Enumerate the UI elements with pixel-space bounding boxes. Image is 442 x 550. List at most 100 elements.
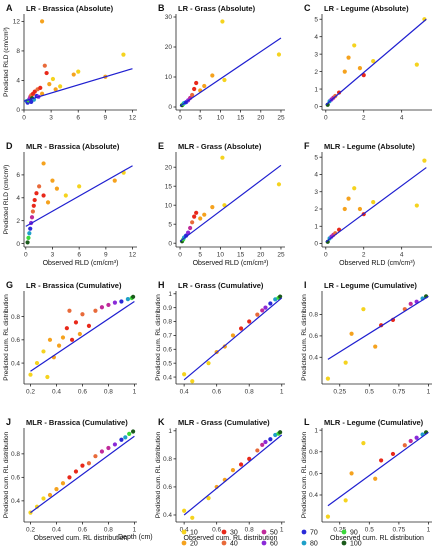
data-point [210, 205, 215, 210]
data-point [41, 193, 46, 198]
data-point [182, 372, 187, 377]
x-tick-label: 0.4 [52, 527, 61, 534]
data-point [38, 85, 43, 90]
panel-marks [325, 17, 427, 107]
data-point [99, 449, 105, 454]
x-tick-label: 0.6 [78, 389, 87, 396]
panel-marks [179, 155, 282, 244]
x-tick-label: 1 [427, 527, 431, 534]
fit-line [25, 165, 133, 227]
x-tick-label: 25 [277, 115, 285, 122]
panel-title: MLR - Brassica (Cumulative) [26, 418, 128, 427]
data-point [31, 203, 36, 208]
data-point [77, 184, 82, 189]
y-tick-label: 0.6 [11, 475, 20, 482]
data-point [263, 439, 268, 445]
y-tick-label: 0.6 [163, 346, 172, 353]
data-point [182, 508, 187, 513]
data-point [247, 319, 252, 324]
x-tick-label: 0 [324, 115, 328, 122]
y-tick-label: 0 [16, 107, 20, 114]
x-tick-label: 0.8 [104, 389, 113, 396]
panel-marks [182, 294, 283, 384]
panel-title: MLR - Brassica (Absolute) [26, 142, 120, 151]
x-tick-label: 1 [133, 389, 137, 396]
y-tick-label: 1 [314, 86, 318, 93]
data-point [80, 463, 85, 468]
data-point [390, 451, 396, 457]
fit-line [183, 434, 283, 516]
data-point [64, 326, 69, 331]
data-point [198, 216, 203, 221]
data-point [188, 225, 193, 231]
data-point [373, 344, 378, 349]
legend-label: 100 [350, 540, 362, 547]
data-point [343, 498, 348, 503]
data-point [263, 305, 268, 310]
y-tick-label: 0.4 [309, 354, 318, 361]
data-point [230, 467, 236, 473]
panel-j: J MLR - Brassica (Cumulative) 0.2 0.4 0.6 0.8… [3, 417, 137, 542]
data-point [190, 379, 195, 384]
data-point [58, 84, 63, 89]
data-point [53, 87, 58, 92]
data-point [414, 435, 419, 440]
y-tick-label: 0.7 [163, 333, 172, 340]
fit-line [179, 164, 282, 242]
y-tick-label: 0 [314, 104, 318, 111]
legend-label: 50 [270, 529, 278, 536]
data-point [77, 331, 82, 337]
panel-c: C LR - Legume (Absolute) 0 2 4 0 1 2 3 4 5 [304, 3, 432, 122]
data-point [47, 82, 52, 87]
y-tick-label: 0.5 [163, 360, 172, 367]
data-point [93, 454, 98, 459]
panel-letter: J [6, 417, 11, 427]
x-tick-label: 4 [400, 115, 404, 122]
data-point [220, 19, 225, 24]
y-tick-label: 1 [168, 428, 172, 435]
data-point [222, 203, 227, 208]
panel-letter: K [158, 417, 165, 427]
data-point [349, 471, 354, 476]
data-point [41, 349, 46, 354]
data-point [352, 43, 357, 48]
x-tick-label: 0 [24, 252, 28, 259]
data-point [238, 462, 244, 467]
data-point [71, 72, 76, 77]
data-point [73, 469, 79, 474]
panel-d: D MLR - Brassica (Absolute)0 3 6 9 120246Obse… [3, 141, 137, 267]
y-tick-label: 4 [314, 172, 318, 179]
panel-e: E MLR - Grass (Absolute) 0 5 10 15 20 25 0 5 10 15 2… [158, 141, 285, 267]
data-point [194, 80, 199, 86]
data-point [69, 337, 75, 342]
data-point [371, 199, 376, 205]
x-tick-label: 0 [22, 115, 26, 122]
data-point [86, 461, 92, 466]
data-point [86, 323, 92, 328]
data-point [45, 374, 50, 380]
x-tick-label: 9 [104, 252, 108, 259]
data-point [408, 438, 413, 444]
x-tick-label: 0.6 [212, 527, 221, 534]
y-tick-label: 0.4 [163, 512, 172, 519]
data-point [45, 200, 51, 205]
data-point [278, 294, 283, 299]
fit-line [327, 295, 429, 360]
data-point [255, 312, 260, 317]
panel-letter: B [158, 3, 165, 13]
x-tick-label: 5 [198, 115, 202, 122]
y-tick-label: 0 [314, 241, 318, 248]
x-tick-label: 0.5 [365, 527, 374, 534]
y-tick-label: 0.9 [163, 305, 172, 312]
x-axis-label: Observed cum. RL distribution [34, 535, 128, 542]
y-tick-label: 4 [16, 195, 20, 202]
data-point [408, 301, 413, 306]
legend-swatch [341, 540, 347, 546]
data-point [342, 69, 347, 74]
x-tick-label: 10 [217, 115, 225, 122]
legend-swatch [301, 540, 307, 546]
y-tick-label: 0.4 [11, 498, 20, 505]
x-tick-label: 0.25 [333, 527, 346, 534]
data-point [202, 83, 207, 89]
